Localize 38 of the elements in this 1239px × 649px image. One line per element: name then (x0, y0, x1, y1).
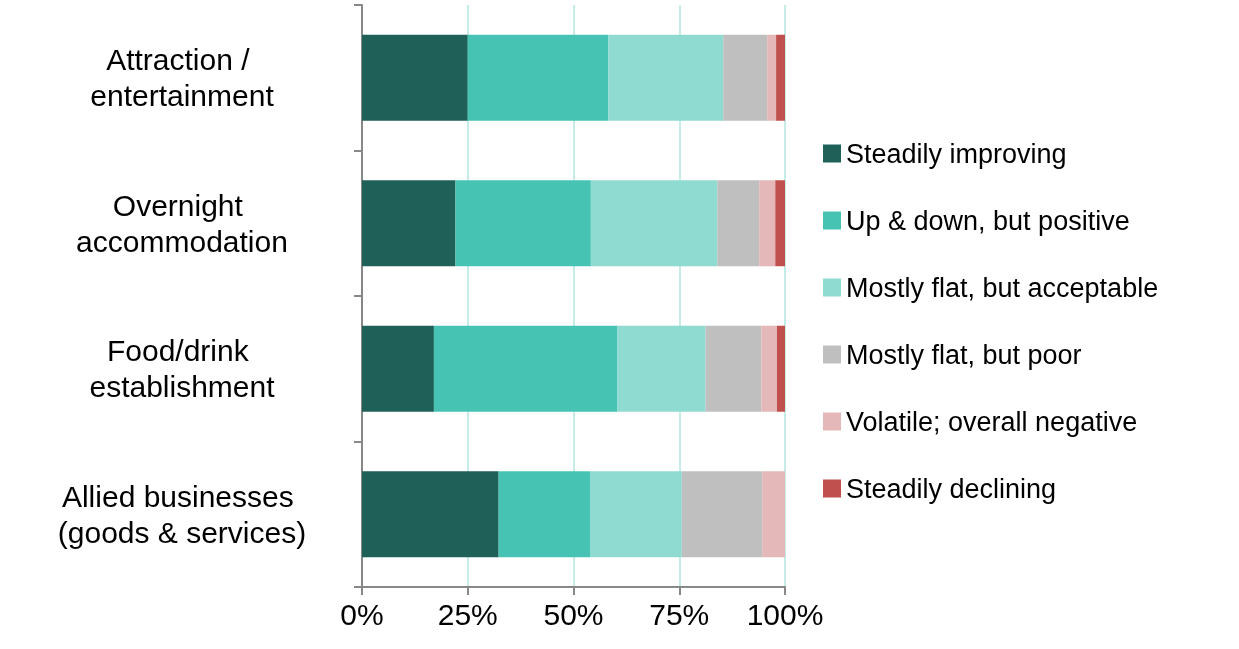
bar (467, 34, 609, 121)
bar (617, 325, 706, 412)
bar (762, 471, 785, 558)
y-tick-label: Allied businesses (goods & services) (57, 479, 307, 549)
legend-label: Steadily declining (846, 473, 1057, 504)
y-tick-label: Overnight accommodation (76, 188, 288, 258)
bar (767, 34, 777, 121)
y-tick-label: Food/drink establishment (89, 334, 276, 404)
bar (362, 34, 468, 121)
legend-label: Mostly flat, but poor (846, 339, 1082, 370)
bar (761, 325, 777, 412)
bar (776, 325, 785, 412)
bar (590, 180, 718, 267)
legend-label: Steadily improving (846, 138, 1067, 169)
bar (433, 325, 618, 412)
x-tick-label: 0% (340, 597, 384, 631)
legend-label: Up & down, but positive (846, 205, 1130, 236)
bar (775, 180, 785, 267)
x-tick-label: 100% (746, 597, 824, 631)
bar (705, 325, 762, 412)
bar (362, 180, 456, 267)
bar (776, 34, 785, 121)
legend-label: Mostly flat, but acceptable (846, 272, 1159, 303)
bar (723, 34, 768, 121)
bar (681, 471, 763, 558)
x-tick-label: 50% (543, 597, 604, 631)
bar (759, 180, 776, 267)
x-tick-label: 75% (649, 597, 710, 631)
bar (717, 180, 760, 267)
y-tick-label: Attraction / entertainment (90, 43, 275, 113)
bar (362, 471, 499, 558)
bar (590, 471, 682, 558)
bar (608, 34, 724, 121)
legend-label: Volatile; overall negative (846, 406, 1138, 437)
x-tick-label: 25% (437, 597, 498, 631)
bar (498, 471, 590, 558)
bar (362, 325, 434, 412)
bar (455, 180, 591, 267)
